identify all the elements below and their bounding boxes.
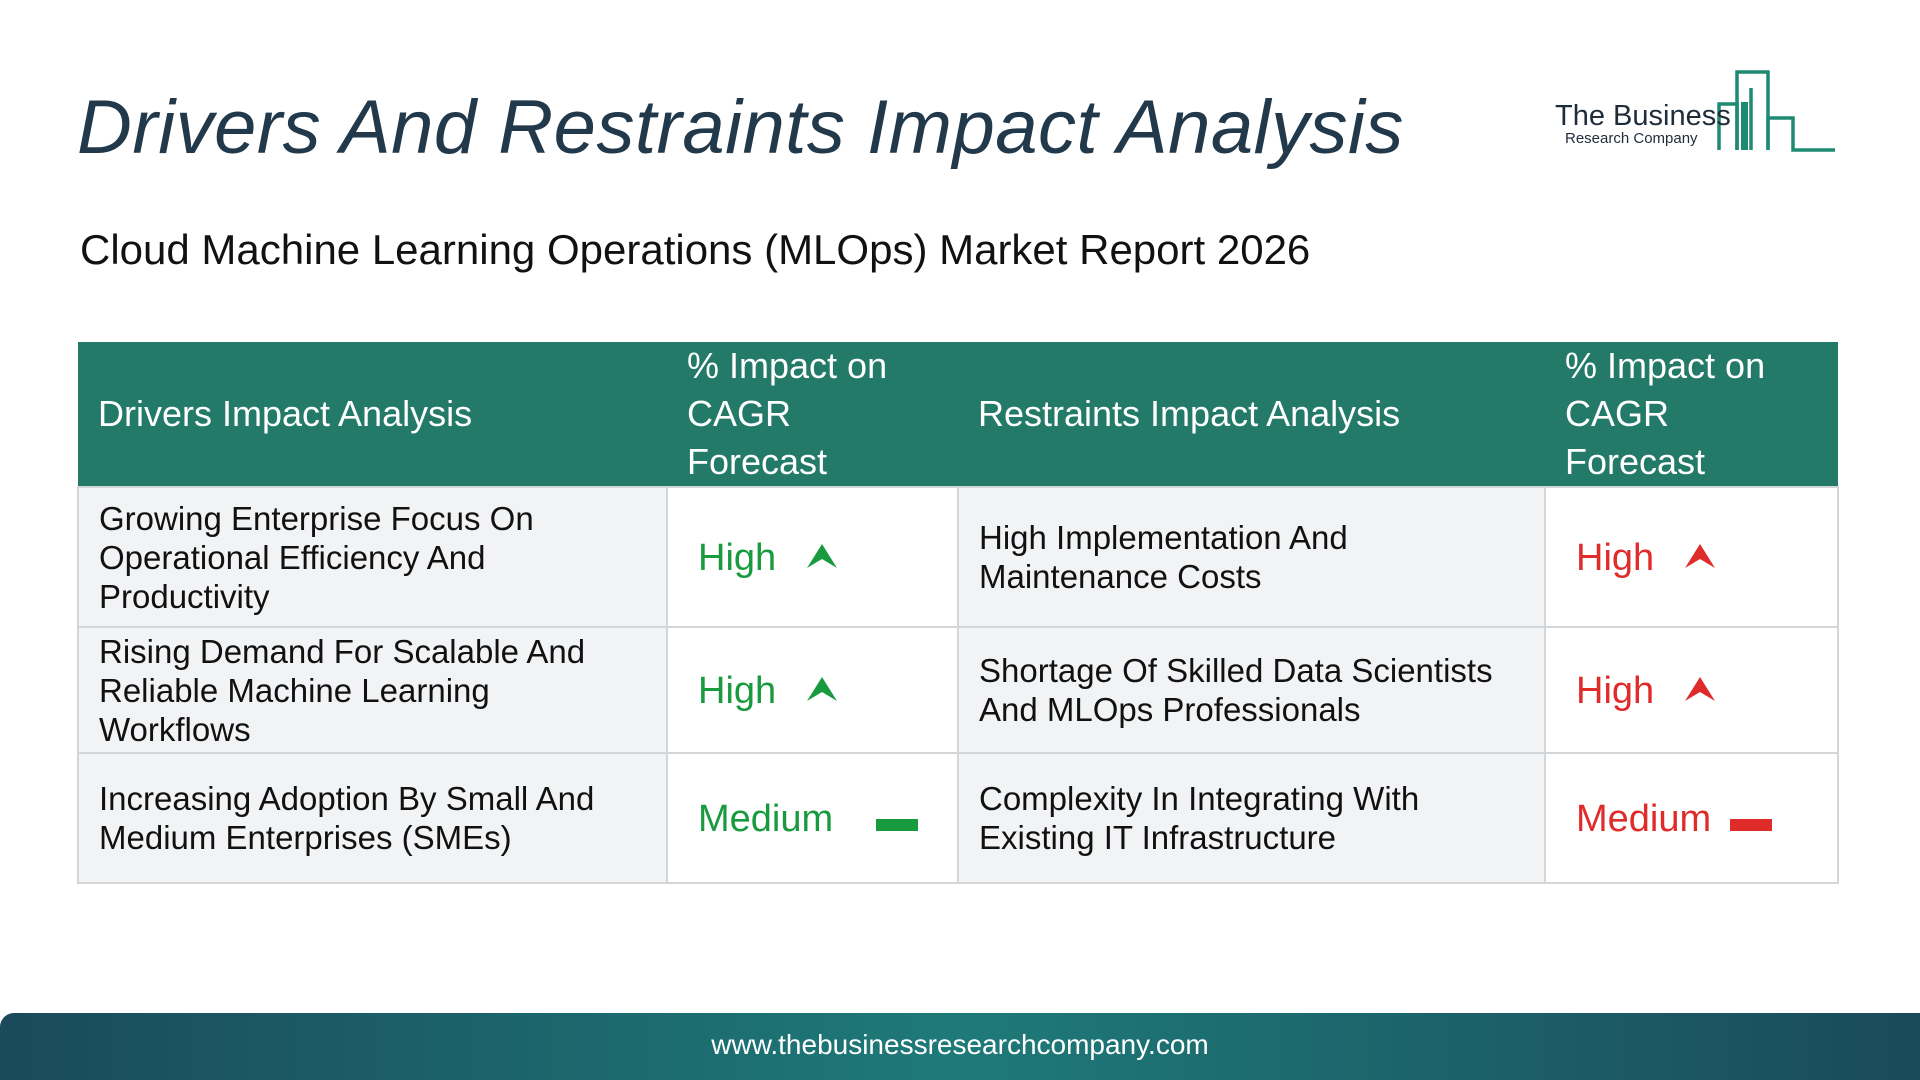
up-arrow-icon — [1683, 672, 1717, 711]
logo-skyline-icon — [1717, 70, 1835, 152]
footer-bar: www.thebusinessresearchcompany.com — [0, 1013, 1920, 1080]
company-logo[interactable]: The Business Research Company — [1553, 66, 1838, 156]
up-arrow-icon — [805, 539, 839, 578]
logo-tagline: Research Company — [1565, 130, 1698, 147]
driver-cell: Rising Demand For Scalable And Reliable … — [77, 626, 668, 754]
driver-impact-cell: Medium — [666, 752, 959, 884]
report-subtitle: Cloud Machine Learning Operations (MLOps… — [80, 226, 1311, 273]
drivers-impact-header-line2: CAGR Forecast — [687, 393, 828, 482]
restraint-impact-level: Medium — [1576, 797, 1712, 840]
restraint-impact-level: High — [1576, 536, 1655, 579]
impact-table: Drivers Impact Analysis % Impact on CAGR… — [77, 342, 1839, 884]
restraints-header: Restraints Impact Analysis — [958, 342, 1545, 487]
dash-icon — [876, 800, 919, 839]
restraint-impact-cell: High — [1544, 626, 1839, 754]
table-row: Growing Enterprise Focus On Operational … — [77, 486, 1839, 628]
driver-impact-level: High — [698, 669, 777, 712]
restraints-impact-header-line1: % Impact on — [1565, 345, 1766, 386]
drivers-impact-header: % Impact on CAGR Forecast — [667, 342, 958, 487]
driver-impact-cell: High — [666, 626, 959, 754]
driver-cell: Increasing Adoption By Small And Medium … — [77, 752, 668, 884]
restraint-impact-cell: Medium — [1544, 752, 1839, 884]
restraint-impact-level: High — [1576, 669, 1655, 712]
restraint-impact-cell: High — [1544, 486, 1839, 628]
table-row: Increasing Adoption By Small And Medium … — [77, 752, 1839, 884]
driver-cell: Growing Enterprise Focus On Operational … — [77, 486, 668, 628]
dash-icon — [1730, 800, 1773, 839]
up-arrow-icon — [805, 672, 839, 711]
table-header-row: Drivers Impact Analysis % Impact on CAGR… — [78, 342, 1838, 487]
up-arrow-icon — [1683, 539, 1717, 578]
restraint-cell: Shortage Of Skilled Data Scientists And … — [957, 626, 1546, 754]
restraint-cell: Complexity In Integrating With Existing … — [957, 752, 1546, 884]
page-title: Drivers And Restraints Impact Analysis — [77, 85, 1404, 170]
table-row: Rising Demand For Scalable And Reliable … — [77, 626, 1839, 754]
restraints-impact-header: % Impact on CAGR Forecast — [1545, 342, 1838, 487]
logo-name: The Business — [1555, 100, 1731, 132]
driver-impact-cell: High — [666, 486, 959, 628]
drivers-header: Drivers Impact Analysis — [78, 342, 667, 487]
driver-impact-level: High — [698, 536, 777, 579]
footer-website-link[interactable]: www.thebusinessresearchcompany.com — [711, 1029, 1209, 1060]
restraints-impact-header-line2: CAGR Forecast — [1565, 393, 1706, 482]
restraint-cell: High Implementation And Maintenance Cost… — [957, 486, 1546, 628]
drivers-impact-header-line1: % Impact on — [687, 345, 888, 386]
driver-impact-level: Medium — [698, 797, 834, 840]
